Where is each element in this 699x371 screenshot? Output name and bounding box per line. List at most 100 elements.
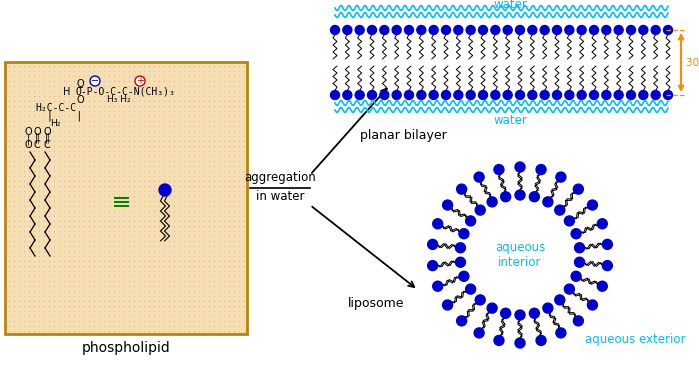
Circle shape — [466, 216, 475, 226]
Circle shape — [663, 91, 672, 99]
Circle shape — [564, 284, 575, 294]
Circle shape — [597, 281, 607, 291]
Circle shape — [515, 338, 525, 348]
Circle shape — [343, 91, 352, 99]
Circle shape — [587, 200, 598, 210]
Circle shape — [536, 335, 546, 345]
Circle shape — [331, 91, 340, 99]
Circle shape — [528, 91, 537, 99]
Circle shape — [428, 260, 438, 270]
Circle shape — [540, 91, 549, 99]
Circle shape — [555, 295, 565, 305]
Circle shape — [456, 316, 467, 326]
Circle shape — [556, 172, 566, 182]
Circle shape — [589, 26, 598, 35]
Text: aqueous
interior: aqueous interior — [495, 241, 545, 269]
Circle shape — [466, 91, 475, 99]
Circle shape — [603, 260, 612, 270]
Circle shape — [456, 243, 466, 253]
Text: O: O — [24, 140, 32, 150]
Circle shape — [487, 197, 497, 207]
Circle shape — [474, 172, 484, 182]
Circle shape — [556, 328, 566, 338]
Circle shape — [331, 26, 340, 35]
Text: C: C — [34, 140, 41, 150]
Circle shape — [355, 26, 364, 35]
Circle shape — [564, 216, 575, 226]
Circle shape — [487, 303, 497, 313]
Circle shape — [515, 190, 525, 200]
Circle shape — [433, 281, 442, 291]
Text: liposome: liposome — [348, 296, 405, 309]
Circle shape — [456, 257, 466, 267]
Circle shape — [597, 219, 607, 229]
Circle shape — [552, 26, 561, 35]
Text: O: O — [76, 79, 84, 89]
Circle shape — [577, 26, 586, 35]
Circle shape — [135, 76, 145, 86]
Circle shape — [433, 219, 442, 229]
Circle shape — [90, 76, 100, 86]
Circle shape — [417, 26, 426, 35]
Text: +: + — [136, 76, 144, 86]
Circle shape — [456, 184, 467, 194]
Circle shape — [575, 243, 584, 253]
Text: O: O — [33, 127, 41, 137]
Circle shape — [571, 271, 581, 281]
Text: in water: in water — [256, 190, 304, 203]
Circle shape — [515, 310, 525, 320]
Circle shape — [466, 284, 475, 294]
Circle shape — [454, 91, 463, 99]
Circle shape — [479, 91, 487, 99]
Circle shape — [405, 26, 414, 35]
Circle shape — [368, 26, 377, 35]
Circle shape — [577, 91, 586, 99]
Circle shape — [343, 26, 352, 35]
Circle shape — [479, 26, 487, 35]
Circle shape — [552, 91, 561, 99]
Circle shape — [529, 308, 540, 318]
Text: aqueous exterior: aqueous exterior — [585, 334, 685, 347]
Circle shape — [614, 91, 624, 99]
Circle shape — [474, 328, 484, 338]
Circle shape — [529, 192, 540, 202]
Circle shape — [503, 91, 512, 99]
Circle shape — [543, 197, 553, 207]
Circle shape — [571, 229, 581, 239]
Text: ‖: ‖ — [34, 133, 39, 143]
Text: −: − — [91, 76, 99, 86]
Text: O-P-O-C-C-N(CH₃)₃: O-P-O-C-C-N(CH₃)₃ — [75, 87, 175, 97]
Text: water: water — [493, 0, 527, 12]
Circle shape — [459, 229, 469, 239]
Circle shape — [159, 184, 171, 196]
Text: |: | — [27, 135, 29, 145]
Circle shape — [536, 165, 546, 175]
Circle shape — [475, 295, 485, 305]
Text: C: C — [43, 140, 50, 150]
Circle shape — [587, 300, 598, 310]
Circle shape — [575, 257, 584, 267]
Text: H₂: H₂ — [50, 118, 60, 128]
Circle shape — [540, 26, 549, 35]
Text: O: O — [76, 95, 84, 105]
Circle shape — [500, 192, 511, 202]
Circle shape — [494, 165, 504, 175]
Circle shape — [454, 26, 463, 35]
Circle shape — [603, 239, 612, 249]
Text: O: O — [24, 127, 32, 137]
Circle shape — [428, 239, 438, 249]
Circle shape — [442, 200, 452, 210]
Circle shape — [355, 91, 364, 99]
Circle shape — [442, 300, 452, 310]
Circle shape — [442, 91, 450, 99]
Circle shape — [626, 26, 635, 35]
Bar — [5, 62, 247, 334]
Circle shape — [565, 26, 574, 35]
Circle shape — [589, 91, 598, 99]
Circle shape — [500, 308, 511, 318]
Circle shape — [639, 26, 648, 35]
Circle shape — [565, 91, 574, 99]
Text: aggregation: aggregation — [244, 171, 316, 184]
Circle shape — [602, 91, 611, 99]
Circle shape — [392, 91, 401, 99]
